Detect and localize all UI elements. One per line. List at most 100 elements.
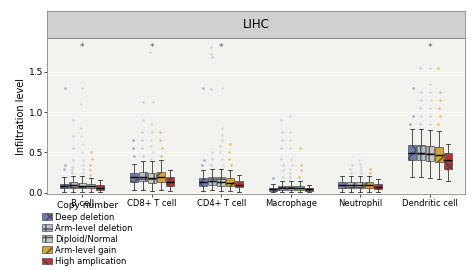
PathPatch shape — [374, 184, 383, 189]
Y-axis label: Infiltration level: Infiltration level — [16, 77, 26, 155]
Point — [139, 118, 146, 122]
Point — [296, 146, 304, 151]
PathPatch shape — [287, 186, 295, 190]
Point — [436, 114, 444, 118]
Point — [80, 170, 87, 175]
Point — [147, 157, 155, 161]
PathPatch shape — [408, 145, 416, 160]
Point — [157, 130, 164, 134]
Point — [129, 138, 137, 143]
Point — [79, 150, 86, 155]
Point — [156, 138, 164, 143]
Point — [80, 142, 87, 147]
Point — [88, 157, 95, 161]
Point — [286, 174, 293, 179]
PathPatch shape — [444, 153, 452, 168]
PathPatch shape — [96, 185, 104, 190]
Point — [427, 98, 434, 102]
Point — [77, 134, 85, 139]
Point — [129, 146, 137, 151]
Point — [227, 162, 235, 167]
Point — [295, 174, 302, 179]
Point — [418, 114, 425, 118]
Point — [86, 173, 94, 177]
Point — [279, 174, 287, 179]
Point — [436, 98, 444, 102]
Point — [219, 162, 227, 167]
Point — [416, 106, 424, 110]
Point — [348, 162, 356, 167]
Point — [208, 52, 215, 56]
Point — [357, 165, 365, 169]
Point — [69, 118, 76, 122]
Point — [279, 162, 286, 167]
Point — [287, 157, 295, 161]
PathPatch shape — [166, 177, 174, 185]
Point — [279, 168, 287, 172]
Point — [218, 157, 226, 161]
Point — [269, 176, 277, 180]
Point — [277, 157, 285, 161]
PathPatch shape — [278, 186, 286, 190]
Point — [209, 157, 216, 161]
Point — [147, 138, 155, 143]
Point — [86, 168, 94, 172]
PathPatch shape — [87, 184, 95, 188]
Point — [297, 168, 305, 172]
PathPatch shape — [69, 182, 77, 188]
Point — [426, 106, 434, 110]
Text: LIHC: LIHC — [243, 18, 269, 31]
Point — [157, 154, 164, 158]
Point — [208, 162, 215, 167]
Point — [225, 150, 233, 155]
Point — [158, 146, 165, 151]
Point — [356, 158, 363, 163]
Point — [409, 86, 416, 90]
PathPatch shape — [199, 178, 207, 185]
PathPatch shape — [435, 147, 443, 162]
PathPatch shape — [217, 177, 225, 185]
Point — [140, 100, 147, 104]
Point — [286, 146, 294, 151]
PathPatch shape — [269, 188, 277, 191]
Point — [427, 122, 434, 126]
Point — [217, 150, 224, 155]
Point — [366, 166, 374, 171]
Point — [87, 150, 94, 155]
Point — [226, 157, 233, 161]
Point — [69, 134, 77, 139]
Point — [426, 90, 434, 94]
Point — [286, 138, 293, 143]
PathPatch shape — [235, 181, 243, 187]
Point — [207, 87, 215, 92]
Point — [147, 144, 155, 148]
Point — [79, 166, 87, 171]
Point — [68, 165, 76, 169]
Point — [357, 168, 365, 172]
Point — [435, 106, 443, 110]
Point — [346, 166, 354, 171]
PathPatch shape — [60, 184, 68, 188]
PathPatch shape — [338, 182, 346, 188]
Point — [218, 86, 226, 90]
PathPatch shape — [417, 145, 425, 160]
Point — [209, 150, 216, 155]
Point — [78, 126, 85, 130]
Point — [69, 170, 76, 175]
Point — [286, 114, 294, 118]
PathPatch shape — [305, 188, 313, 191]
Point — [69, 146, 77, 151]
Point — [416, 66, 424, 70]
Point — [201, 158, 208, 163]
Point — [218, 126, 226, 130]
Point — [138, 138, 146, 143]
Point — [147, 122, 155, 126]
Point — [409, 114, 417, 118]
Point — [357, 170, 365, 175]
Point — [277, 118, 284, 122]
Point — [347, 170, 355, 175]
PathPatch shape — [139, 172, 146, 181]
Point — [219, 138, 226, 143]
Point — [200, 86, 207, 90]
Point — [356, 161, 364, 166]
